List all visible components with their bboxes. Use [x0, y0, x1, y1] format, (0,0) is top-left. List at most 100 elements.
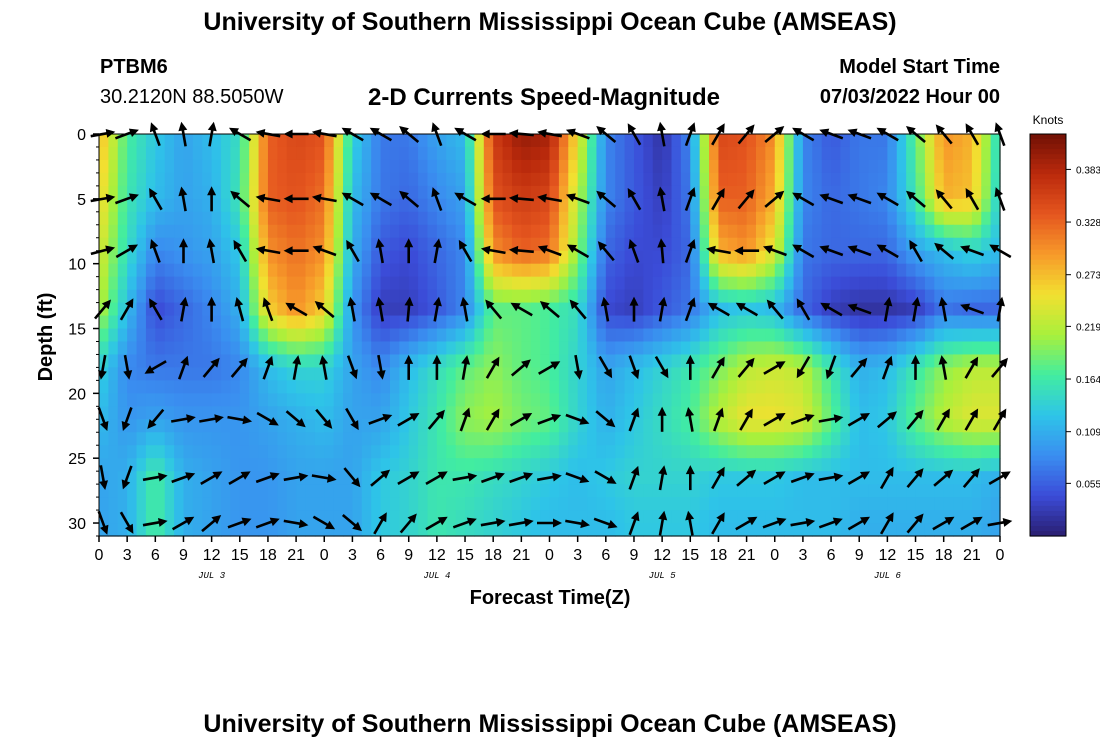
- current-arrow: [964, 356, 979, 379]
- heatmap-cell: [211, 458, 222, 472]
- current-arrow: [790, 413, 815, 425]
- heatmap-cell: [164, 510, 175, 524]
- heatmap-cell: [389, 341, 400, 356]
- heatmap-cell: [934, 432, 945, 446]
- heatmap-cell: [164, 198, 175, 213]
- heatmap-cell: [361, 263, 372, 278]
- heatmap-cell: [962, 134, 973, 148]
- heatmap-cell: [962, 276, 973, 291]
- heatmap-cell: [793, 159, 804, 174]
- heatmap-cell: [981, 406, 992, 420]
- heatmap-cell: [887, 198, 898, 213]
- heatmap-cell: [239, 211, 250, 226]
- heatmap-cell: [934, 523, 945, 537]
- heatmap-cell: [436, 159, 447, 174]
- heatmap-cell: [183, 185, 194, 200]
- heatmap-cell: [577, 198, 588, 213]
- heatmap-cell: [474, 263, 485, 278]
- heatmap-cell: [718, 406, 729, 420]
- heatmap-cell: [746, 458, 757, 472]
- heatmap-cell: [418, 276, 429, 291]
- heatmap-cell: [371, 341, 382, 356]
- heatmap-cell: [540, 134, 551, 148]
- heatmap-cell: [239, 510, 250, 524]
- x-tick-label: 12: [203, 547, 221, 564]
- heatmap-cell: [399, 224, 410, 239]
- heatmap-cell: [953, 445, 964, 459]
- heatmap-cell: [587, 146, 598, 161]
- heatmap-cell: [399, 237, 410, 252]
- heatmap-cell: [633, 237, 644, 252]
- heatmap-cell: [343, 497, 354, 511]
- heatmap-cell: [915, 523, 926, 537]
- heatmap-cell: [352, 263, 363, 278]
- heatmap-cell: [155, 354, 166, 369]
- heatmap-cell: [277, 432, 288, 446]
- heatmap-cell: [352, 198, 363, 213]
- heatmap-cell: [127, 172, 138, 187]
- heatmap-cell: [924, 276, 935, 291]
- heatmap-cell: [361, 484, 372, 498]
- heatmap-cell: [296, 185, 307, 200]
- heatmap-cell: [596, 406, 607, 420]
- heatmap-cell: [474, 328, 485, 343]
- current-arrow: [90, 193, 116, 203]
- heatmap-cell: [502, 146, 513, 161]
- heatmap-cell: [117, 341, 128, 356]
- heatmap-cell: [587, 172, 598, 187]
- heatmap-cell: [981, 237, 992, 252]
- heatmap-cell: [671, 510, 682, 524]
- heatmap-cell: [108, 263, 119, 278]
- heatmap-cell: [408, 354, 419, 369]
- current-arrow: [819, 193, 844, 205]
- heatmap-cell: [389, 458, 400, 472]
- heatmap-cell: [953, 497, 964, 511]
- heatmap-cell: [709, 432, 720, 446]
- heatmap-cell: [859, 419, 870, 433]
- heatmap-cell: [436, 445, 447, 459]
- heatmap-cell: [793, 198, 804, 213]
- heatmap-cell: [352, 328, 363, 343]
- current-arrow: [459, 407, 471, 432]
- heatmap-cell: [896, 276, 907, 291]
- heatmap-cell: [155, 367, 166, 381]
- heatmap-cell: [924, 419, 935, 433]
- heatmap-cell: [540, 263, 551, 278]
- heatmap-cell: [258, 185, 269, 200]
- heatmap-cell: [333, 198, 344, 213]
- heatmap-cell: [943, 523, 954, 537]
- colorbar-segment: [1030, 405, 1066, 411]
- current-arrow: [796, 298, 811, 321]
- heatmap-cell: [389, 134, 400, 148]
- heatmap-cell: [371, 458, 382, 472]
- heatmap-cell: [361, 198, 372, 213]
- current-arrow: [256, 411, 279, 426]
- date-label: JUL 4: [423, 571, 450, 581]
- heatmap-cell: [802, 523, 813, 537]
- heatmap-cell: [746, 237, 757, 252]
- heatmap-cell: [521, 523, 532, 537]
- heatmap-cell: [615, 445, 626, 459]
- heatmap-cell: [840, 419, 851, 433]
- heatmap-cell: [192, 224, 203, 239]
- heatmap-cell: [474, 159, 485, 174]
- heatmap-cell: [633, 315, 644, 330]
- heatmap-cell: [117, 471, 128, 485]
- heatmap-cell: [192, 484, 203, 498]
- heatmap-cell: [418, 341, 429, 356]
- heatmap-cell: [483, 250, 494, 265]
- current-arrow: [508, 518, 534, 527]
- heatmap-cell: [981, 198, 992, 213]
- heatmap-cell: [258, 302, 269, 317]
- heatmap-cell: [258, 354, 269, 369]
- heatmap-cell: [352, 406, 363, 420]
- heatmap-cell: [296, 289, 307, 304]
- heatmap-cell: [662, 471, 673, 485]
- heatmap-cell: [277, 328, 288, 343]
- heatmap-cell: [399, 380, 410, 394]
- heatmap-cell: [652, 250, 663, 265]
- heatmap-cell: [296, 315, 307, 330]
- colorbar-segment: [1030, 455, 1066, 462]
- heatmap-cell: [230, 276, 241, 291]
- heatmap-cell: [371, 315, 382, 330]
